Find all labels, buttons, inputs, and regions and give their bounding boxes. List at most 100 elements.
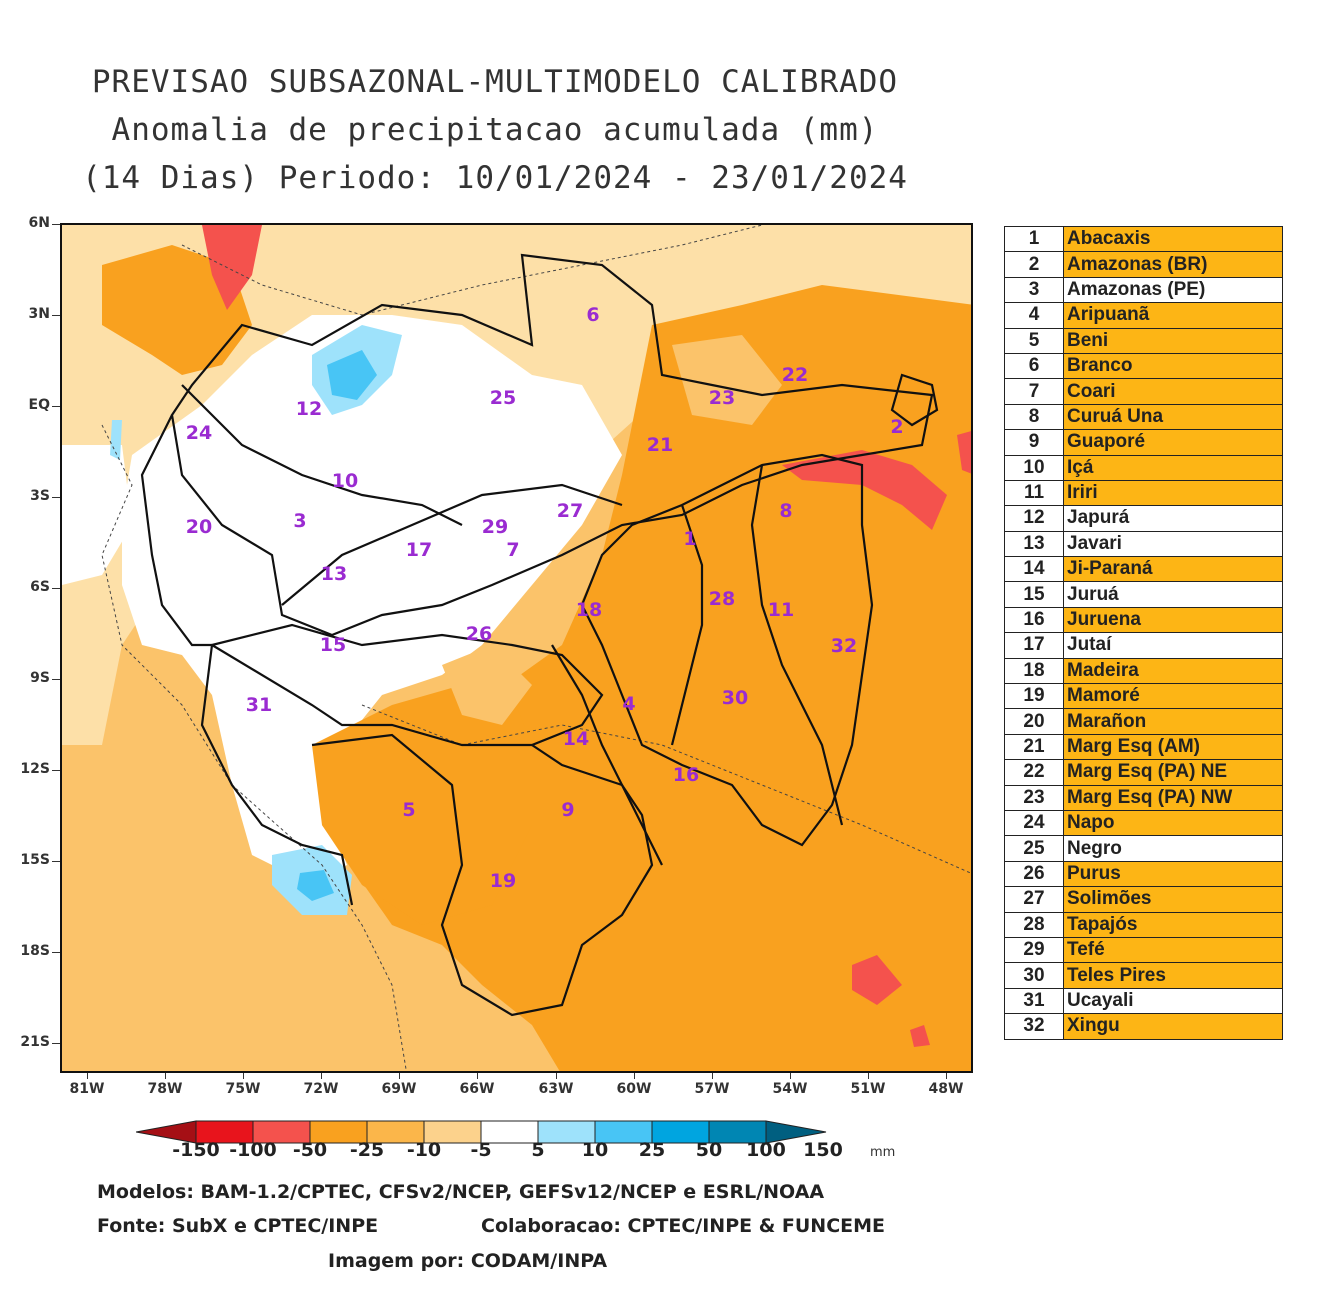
lat-label: EQ <box>28 397 50 413</box>
legend-row: 31 Ucayali <box>1004 987 1283 1015</box>
legend-row: 15 Juruá <box>1004 581 1283 608</box>
legend-number: 17 <box>1004 632 1064 659</box>
legend-number: 14 <box>1004 556 1064 583</box>
legend-basin-name: Solimões <box>1063 886 1283 913</box>
legend-number: 25 <box>1004 835 1064 862</box>
colorbar-cell <box>765 1120 827 1144</box>
colorbar-label: -150 <box>172 1139 220 1161</box>
basin-label-7: 7 <box>506 539 519 561</box>
legend-number: 7 <box>1004 378 1064 405</box>
legend-row: 4 Aripuanã <box>1004 302 1283 329</box>
legend-row: 16 Juruena <box>1004 606 1283 634</box>
lat-tick <box>52 1043 60 1044</box>
legend-row: 2 Amazonas (BR) <box>1004 251 1283 278</box>
lon-label: 63W <box>538 1081 574 1097</box>
legend-row: 21 Marg Esq (AM) <box>1004 733 1283 761</box>
basin-outline-mamore <box>311 733 654 1017</box>
basin-label-21: 21 <box>647 434 673 456</box>
lon-label: 72W <box>303 1081 339 1097</box>
basin-outline-ica <box>181 384 463 526</box>
map-subtitle: Anomalia de precipitacao acumulada (mm) <box>111 112 879 148</box>
lat-label: 12S <box>20 761 50 777</box>
basin-outline-north <box>170 253 934 637</box>
footer-source: Fonte: SubX e CPTEC/INPE <box>97 1215 379 1237</box>
legend-number: 1 <box>1004 225 1064 253</box>
legend-row: 32 Xingu <box>1004 1013 1283 1040</box>
legend-basin-name: Teles Pires <box>1063 962 1283 989</box>
legend-basin-name: Jutaí <box>1063 632 1283 659</box>
colorbar-svg <box>136 1120 827 1144</box>
colorbar-label: -10 <box>406 1139 442 1161</box>
legend-basin-name: Iriri <box>1063 479 1283 507</box>
basin-label-13: 13 <box>321 563 347 585</box>
anomaly-field-blue-south <box>297 870 334 901</box>
legend-row: 13 Javari <box>1004 530 1283 558</box>
basin-label-25: 25 <box>490 387 516 409</box>
basin-label-8: 8 <box>779 500 792 522</box>
map-title: PREVISAO SUBSAZONAL-MULTIMODELO CALIBRAD… <box>91 64 899 100</box>
legend-number: 32 <box>1004 1013 1064 1040</box>
lon-label: 54W <box>772 1081 808 1097</box>
legend-row: 28 Tapajós <box>1004 911 1283 938</box>
basin-label-22: 22 <box>782 364 808 386</box>
legend-basin-name: Marg Esq (PA) NE <box>1063 759 1283 786</box>
basin-labels: 1234567891011121314151617181920212223242… <box>186 304 904 892</box>
legend-basin-name: Japurá <box>1063 505 1283 532</box>
lon-label: 57W <box>694 1081 730 1097</box>
basin-outline-abacaxis <box>670 504 704 746</box>
basin-label-20: 20 <box>186 516 212 538</box>
legend-row: 3 Amazonas (PE) <box>1004 276 1283 304</box>
legend-number: 21 <box>1004 733 1064 761</box>
anomaly-field-red-east <box>957 431 971 474</box>
legend-basin-name: Tapajós <box>1063 911 1283 938</box>
legend-number: 6 <box>1004 352 1064 380</box>
footer-models: Modelos: BAM-1.2/CPTEC, CFSv2/NCEP, GEFS… <box>97 1181 825 1203</box>
map-period: (14 Dias) Periodo: 10/01/2024 - 23/01/20… <box>82 160 908 196</box>
legend-basin-name: Xingu <box>1063 1013 1283 1040</box>
lon-label: 66W <box>459 1081 495 1097</box>
lat-tick <box>52 861 60 862</box>
legend-number: 12 <box>1004 505 1064 532</box>
basin-label-3: 3 <box>293 510 306 532</box>
basin-label-2: 2 <box>890 416 903 438</box>
basin-outline-purus <box>209 623 604 747</box>
basin-label-16: 16 <box>673 764 699 786</box>
basin-outlines <box>140 253 939 1017</box>
lat-label: 6S <box>30 579 50 595</box>
basin-label-32: 32 <box>831 635 857 657</box>
legend-number: 26 <box>1004 860 1064 888</box>
legend-row: 6 Branco <box>1004 352 1283 380</box>
colorbar-label: -50 <box>292 1139 328 1161</box>
legend-number: 4 <box>1004 302 1064 329</box>
basin-legend-table: 1 Abacaxis 2 Amazonas (BR) 3 Amazonas (PE) 4 Ar… <box>1004 225 1283 1040</box>
lon-tick <box>556 1073 557 1079</box>
anomaly-field-patch-1 <box>442 645 532 725</box>
lon-tick <box>868 1073 869 1079</box>
basin-outline-ucayali <box>200 644 354 906</box>
legend-number: 8 <box>1004 403 1064 431</box>
legend-basin-name: Juruá <box>1063 581 1283 608</box>
legend-number: 27 <box>1004 886 1064 913</box>
legend-row: 29 Tefé <box>1004 936 1283 964</box>
legend-row: 27 Solimões <box>1004 886 1283 913</box>
colorbar-unit: mm <box>870 1145 896 1160</box>
legend-number: 10 <box>1004 454 1064 481</box>
lon-label: 78W <box>147 1081 183 1097</box>
lon-label: 48W <box>928 1081 964 1097</box>
legend-basin-name: Amazonas (BR) <box>1063 251 1283 278</box>
legend-basin-name: Ji-Paraná <box>1063 556 1283 583</box>
lon-tick <box>946 1073 947 1079</box>
basin-outline-amazonas-br <box>890 373 939 427</box>
basin-label-18: 18 <box>576 599 602 621</box>
anomaly-field-red-amazon-mouth <box>782 450 947 530</box>
basin-label-30: 30 <box>722 687 748 709</box>
basin-label-24: 24 <box>186 422 212 444</box>
map-canvas: 1234567891011121314151617181920212223242… <box>62 225 971 1071</box>
anomaly-field-red-small <box>910 1025 930 1047</box>
lon-label: 51W <box>850 1081 886 1097</box>
legend-basin-name: Napo <box>1063 809 1283 837</box>
legend-row: 30 Teles Pires <box>1004 962 1283 989</box>
legend-row: 14 Ji-Paraná <box>1004 556 1283 583</box>
basin-label-27: 27 <box>557 500 583 522</box>
legend-number: 5 <box>1004 327 1064 354</box>
